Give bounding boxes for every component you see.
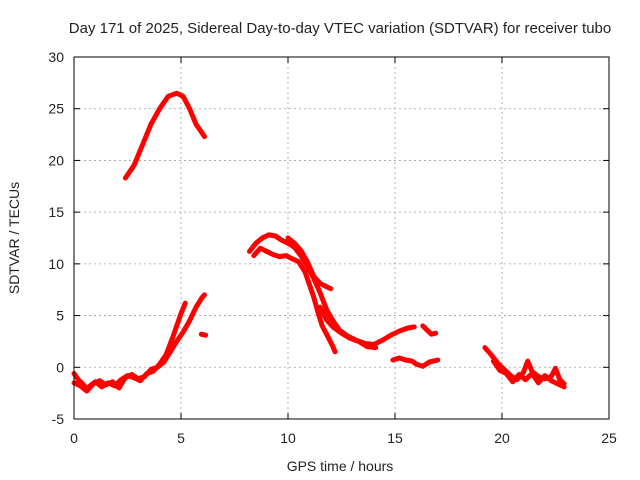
series-arc-9: [390, 355, 441, 369]
series-arc-4: [198, 331, 209, 338]
series-arc-12: [490, 358, 567, 390]
series-layer: [71, 90, 567, 394]
y-tick-label: 30: [48, 49, 64, 65]
x-axis-label: GPS time / hours: [287, 458, 394, 474]
y-tick-label: 10: [48, 256, 64, 272]
series-arc-6: [251, 245, 338, 355]
series-arc-5: [247, 232, 417, 347]
tick-layer: 0 5 10 15 20 25 -5 0 5 10 15 20 25 30: [48, 49, 617, 446]
chart-title: Day 171 of 2025, Sidereal Day-to-day VTE…: [69, 20, 611, 37]
y-tick-label: -5: [52, 411, 65, 427]
series-arc-1: [122, 90, 207, 181]
series-arc-7: [285, 235, 334, 292]
x-tick-label: 20: [494, 430, 510, 446]
y-tick-label: 20: [48, 152, 64, 168]
y-tick-label: 5: [56, 308, 64, 324]
x-tick-label: 0: [70, 430, 78, 446]
x-tick-label: 5: [177, 430, 185, 446]
y-tick-label: 15: [48, 204, 64, 220]
x-tick-label: 25: [601, 430, 617, 446]
series-arc-3: [71, 292, 207, 394]
x-tick-label: 15: [387, 430, 403, 446]
series-arc-8: [317, 304, 379, 351]
series-arc-11: [482, 345, 567, 387]
y-tick-label: 25: [48, 101, 64, 117]
y-axis-label: SDTVAR / TECUs: [6, 182, 22, 294]
y-tick-label: 0: [56, 359, 64, 375]
series-arc-10: [420, 323, 439, 337]
grid-layer: [74, 57, 609, 419]
x-tick-label: 10: [280, 430, 296, 446]
plot-frame: [73, 56, 610, 420]
